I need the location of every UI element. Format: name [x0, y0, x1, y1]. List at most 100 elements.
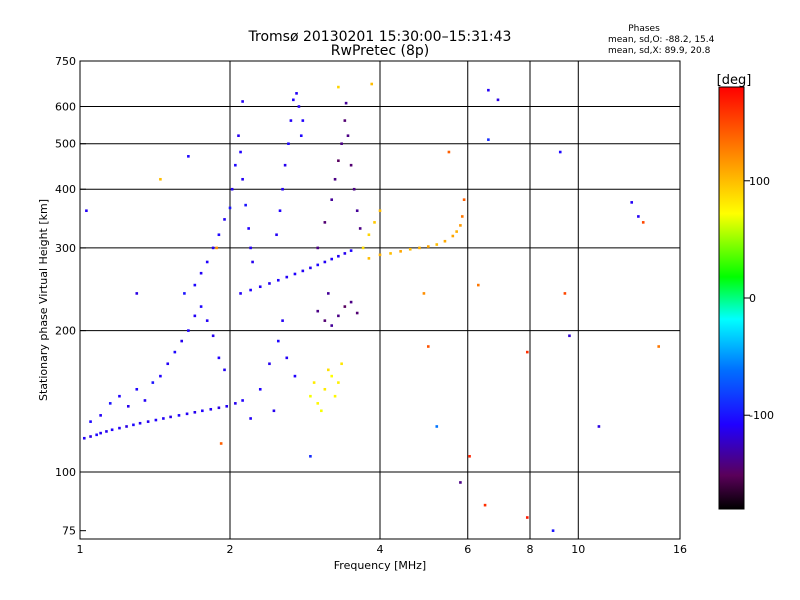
x-tick-label: 1 — [77, 543, 84, 556]
chart-subtitle: RwPretec (8p) — [331, 43, 429, 59]
data-point — [249, 246, 252, 250]
data-point — [346, 134, 350, 138]
y-tick-label: 600 — [55, 101, 76, 114]
data-point — [323, 221, 327, 224]
data-point — [312, 381, 316, 384]
data-point — [333, 394, 337, 398]
data-point — [309, 454, 312, 458]
data-point — [199, 271, 203, 275]
data-point — [285, 275, 289, 279]
data-point — [185, 412, 189, 416]
data-point — [426, 245, 430, 248]
data-point — [637, 215, 640, 218]
data-point — [459, 224, 462, 227]
data-point — [258, 285, 262, 289]
data-point — [237, 134, 240, 138]
data-point — [187, 329, 190, 332]
y-tick-label: 300 — [55, 242, 76, 255]
data-point — [447, 150, 451, 154]
data-point — [487, 88, 490, 92]
colorbar-tick-label: 100 — [749, 175, 770, 188]
data-point — [337, 159, 340, 163]
y-tick-label: 750 — [55, 55, 76, 68]
data-point — [211, 246, 215, 250]
data-point — [244, 203, 247, 207]
data-point — [146, 420, 150, 423]
grid-lines — [80, 61, 680, 539]
x-axis-label: Frequency [MHz] — [334, 559, 426, 572]
x-tick-label: 4 — [377, 543, 384, 556]
data-point — [249, 417, 252, 420]
data-point — [138, 421, 142, 425]
data-point — [283, 163, 287, 167]
data-point — [247, 227, 250, 230]
data-point — [193, 410, 197, 414]
data-point — [258, 387, 262, 391]
data-point — [337, 254, 340, 258]
colorbar-ticks: 100 0 -100 — [744, 175, 774, 422]
data-point — [323, 319, 327, 322]
data-point — [459, 481, 462, 484]
data-point — [389, 252, 392, 255]
data-point — [352, 187, 356, 191]
data-point — [193, 283, 197, 287]
y-tick-label: 400 — [55, 183, 76, 196]
data-point — [343, 119, 347, 122]
chart-title: Tromsø 20130201 15:30:00–15:31:43 — [248, 29, 512, 45]
data-point — [408, 247, 412, 251]
data-point — [330, 324, 334, 327]
data-point — [487, 138, 490, 141]
data-point — [105, 430, 108, 433]
data-point — [443, 239, 447, 243]
data-point — [468, 454, 471, 458]
data-point — [276, 278, 280, 282]
data-point — [169, 415, 172, 419]
y-axis-label: Stationary phase Virtual Height [km] — [37, 199, 50, 401]
data-point — [551, 529, 555, 532]
data-point — [295, 92, 298, 95]
data-point — [228, 206, 232, 210]
data-point — [301, 269, 305, 273]
data-point — [299, 134, 303, 138]
data-point — [143, 399, 147, 402]
data-point — [641, 221, 645, 224]
data-point — [451, 234, 455, 238]
data-point — [217, 406, 221, 410]
data-point — [99, 414, 102, 417]
data-point — [110, 428, 114, 432]
y-axis-ticks: 75 100 200 300 400 500 600 750 — [55, 55, 86, 538]
data-point — [132, 423, 135, 427]
x-tick-label: 16 — [673, 543, 687, 556]
data-point — [217, 356, 221, 360]
data-point — [151, 381, 155, 384]
data-point — [82, 436, 86, 440]
data-point — [293, 272, 297, 276]
data-point — [276, 339, 280, 343]
data-point — [330, 198, 334, 201]
data-point — [343, 252, 347, 255]
data-point — [349, 163, 353, 167]
data-point — [323, 387, 327, 391]
data-point — [159, 177, 162, 181]
data-point — [275, 233, 278, 237]
data-point — [125, 425, 128, 428]
colorbar-tick-label: 0 — [749, 292, 756, 305]
data-point — [337, 381, 340, 384]
data-point — [287, 142, 290, 146]
data-point — [234, 163, 237, 167]
y-tick-label: 500 — [55, 138, 76, 151]
data-point — [292, 98, 295, 102]
data-point — [316, 246, 320, 250]
data-point — [378, 209, 382, 213]
data-point — [230, 187, 234, 191]
data-point — [193, 314, 197, 318]
data-point — [241, 399, 244, 402]
data-point — [343, 305, 347, 308]
data-point — [251, 260, 254, 264]
data-point — [239, 150, 242, 154]
data-point — [337, 85, 340, 89]
y-tick-label: 100 — [55, 466, 76, 479]
data-point — [89, 435, 92, 438]
data-point — [349, 249, 353, 252]
